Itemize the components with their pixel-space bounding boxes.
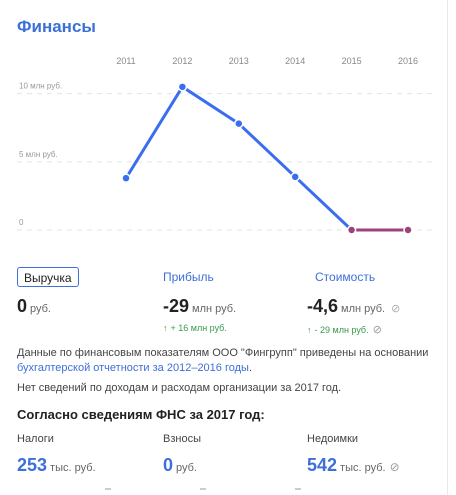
info-text-2: Нет сведений по доходам и расходам орган…	[17, 382, 342, 394]
series-line-segment	[293, 175, 354, 232]
arrow-up-icon: ↑	[163, 323, 168, 333]
data-point[interactable]	[177, 82, 188, 92]
profit-delta: ↑ + 16 млн руб.	[163, 323, 227, 333]
arrears-item: Недоимки 542 тыс. руб. ⊘	[307, 433, 400, 476]
info-icon[interactable]: ⊘	[391, 303, 401, 315]
x-tick-label: 2013	[229, 56, 249, 66]
series-line-segment	[237, 122, 297, 179]
series-line-segment	[180, 85, 241, 126]
revenue-value: 0 руб.	[17, 296, 51, 316]
data-point[interactable]	[234, 118, 244, 129]
bottom-fade-divider	[105, 488, 355, 490]
contributions-label: Взносы	[163, 433, 201, 445]
contributions-value: 0 руб.	[163, 455, 197, 475]
arrow-up-icon: ↑	[307, 325, 312, 335]
profit-value: -29 млн руб.	[163, 296, 237, 316]
data-point[interactable]	[403, 225, 413, 235]
info-text-1: Данные по финансовым показателям ООО "Фи…	[17, 347, 429, 374]
x-tick-label: 2014	[285, 56, 305, 66]
y-tick-label: 10 млн руб.	[19, 82, 62, 91]
metric-value: Стоимость -4,6 млн руб. ⊘ ↑ - 29 млн руб. ⊘	[307, 267, 400, 336]
profit-tab[interactable]: Прибыль	[163, 270, 214, 284]
value-tab[interactable]: Стоимость	[315, 270, 376, 284]
card-title: Финансы	[17, 17, 96, 36]
finance-chart: 2011 2012 2013 2014 2015 2016 10 млн руб. 5 мл…	[17, 56, 436, 235]
y-tick-label: 0	[19, 218, 24, 227]
arrears-value: 542 тыс. руб. ⊘	[307, 455, 400, 475]
contributions-item: Взносы 0 руб.	[163, 433, 201, 476]
tax-value: 253 тыс. руб.	[17, 455, 96, 475]
x-tick-label: 2015	[342, 56, 362, 66]
info-icon[interactable]: ⊘	[372, 324, 382, 336]
info-icon[interactable]: ⊘	[389, 460, 400, 474]
fns-title: Согласно сведениям ФНС за 2017 год:	[17, 407, 265, 422]
arrears-label: Недоимки	[307, 433, 359, 445]
y-tick-label: 5 млн руб.	[19, 150, 58, 159]
metric-revenue: Выручка 0 руб.	[17, 267, 79, 317]
x-tick-label: 2011	[116, 56, 135, 66]
x-tick-label: 2016	[398, 56, 418, 66]
data-point[interactable]	[290, 172, 300, 182]
accounting-link[interactable]: бухгалтерской отчетности за 2012–2016 го…	[17, 362, 249, 374]
data-point[interactable]	[346, 225, 357, 235]
series-line-segment	[124, 85, 184, 180]
value-delta: ↑ - 29 млн руб. ⊘	[307, 324, 382, 336]
tax-item: Налоги 253 тыс. руб.	[17, 433, 96, 476]
revenue-tab[interactable]: Выручка	[17, 267, 79, 287]
metric-profit: Прибыль -29 млн руб. ↑ + 16 млн руб.	[163, 267, 236, 333]
data-point[interactable]	[121, 173, 131, 183]
x-tick-label: 2012	[172, 56, 192, 66]
tax-label: Налоги	[17, 433, 54, 445]
value-value: -4,6 млн руб. ⊘	[307, 296, 401, 316]
